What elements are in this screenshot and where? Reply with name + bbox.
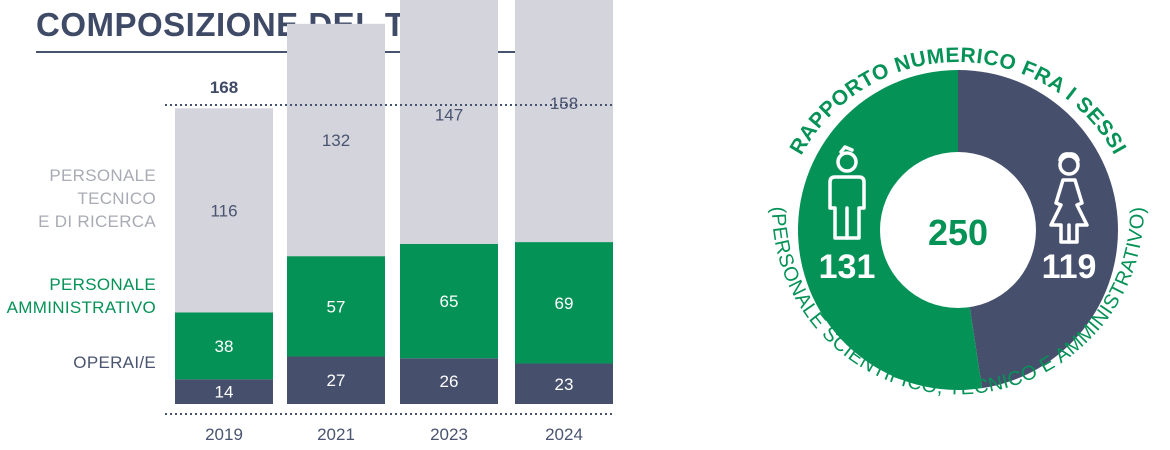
legend-entry-2: PERSONALE TECNICO E DI RICERCA (38, 166, 156, 231)
bar-value-label: 57 (327, 297, 346, 316)
bar-value-label: 158 (550, 94, 578, 113)
x-tick-2023: 2023 (430, 425, 468, 444)
total-label-2019: 168 (210, 78, 238, 97)
male-count-label: 131 (819, 248, 876, 286)
donut-hole (880, 152, 1036, 308)
x-tick-2019: 2019 (205, 425, 243, 444)
legend-entry-0: OPERAI/E (73, 353, 156, 372)
bar-value-label: 69 (555, 294, 574, 313)
x-tick-2024: 2024 (545, 425, 583, 444)
bar-value-label: 26 (440, 372, 459, 391)
donut-slice-female (958, 70, 1118, 389)
x-tick-labels: 2019 2021 2023 2024 (205, 425, 583, 444)
donut-total-label: 250 (928, 212, 988, 253)
bar-value-label: 14 (215, 383, 234, 402)
bar-tecnico-2023 (400, 0, 498, 244)
bar-value-label: 132 (322, 131, 350, 150)
bar-value-label: 23 (555, 375, 574, 394)
bar-amministrativo-2023 (400, 243, 498, 359)
female-count-label: 119 (1042, 248, 1097, 286)
bar-operai-2019 (175, 379, 273, 404)
bars-layer: 14 38 116 27 57 132 26 65 147 23 69 158 (175, 0, 613, 404)
male-icon (828, 145, 866, 240)
legend-entry-1: PERSONALE AMMINISTRATIVO (7, 275, 156, 317)
bar-value-label: 116 (210, 201, 237, 220)
bar-value-label: 65 (440, 292, 459, 311)
legend: OPERAI/E PERSONALE AMMINISTRATIVO PERSONALE… (7, 166, 156, 372)
bar-tecnico-2021 (287, 23, 385, 257)
x-tick-2021: 2021 (317, 425, 355, 444)
bar-operai-2023 (400, 358, 498, 404)
female-icon (1049, 152, 1089, 244)
bar-operai-2021 (287, 356, 385, 404)
bar-operai-2024 (515, 363, 613, 404)
bar-value-label: 147 (435, 105, 463, 124)
stacked-bar-chart: 168216238250 143811627571322665147236915… (7, 0, 614, 444)
bar-amministrativo-2021 (287, 256, 385, 357)
bar-tecnico-2024 (515, 0, 613, 243)
bar-value-label: 38 (215, 337, 234, 356)
bar-amministrativo-2019 (175, 312, 273, 380)
bar-value-label: 27 (327, 371, 346, 390)
bar-amministrativo-2024 (515, 242, 613, 364)
bar-tecnico-2019 (175, 108, 273, 313)
